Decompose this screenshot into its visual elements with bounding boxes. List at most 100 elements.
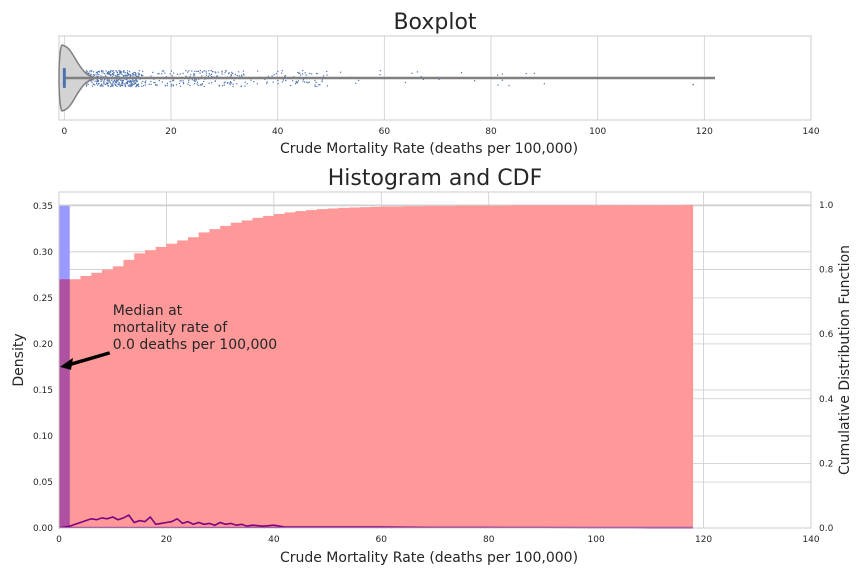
boxplot-point <box>308 81 310 83</box>
boxplot-point <box>135 74 137 76</box>
boxplot-point <box>116 71 118 73</box>
boxplot-point <box>109 74 111 76</box>
boxplot-point <box>242 73 244 75</box>
boxplot-point <box>302 78 305 81</box>
boxplot-point <box>115 84 117 87</box>
boxplot-point <box>110 70 112 72</box>
boxplot-point <box>136 75 139 78</box>
boxplot-point <box>172 80 174 82</box>
median-arrow-head <box>60 357 73 370</box>
boxplot-point <box>118 79 120 81</box>
boxplot-point <box>221 85 224 87</box>
boxplot-point <box>127 70 129 72</box>
cdf-bar <box>338 207 350 529</box>
boxplot-point <box>104 78 106 80</box>
boxplot-point <box>128 84 130 86</box>
histogram-x-tick-label: 40 <box>268 535 280 545</box>
boxplot-point <box>96 81 98 83</box>
boxplot-point <box>199 72 201 74</box>
boxplot-point <box>105 83 107 86</box>
boxplot-point <box>225 70 227 72</box>
boxplot-point <box>250 79 252 81</box>
boxplot-point <box>124 75 126 77</box>
boxplot-point <box>203 80 205 83</box>
boxplot-point <box>543 83 545 85</box>
boxplot-point <box>120 79 122 81</box>
boxplot-point <box>290 84 292 87</box>
boxplot-point <box>358 79 360 82</box>
boxplot-point <box>189 84 191 87</box>
boxplot-point <box>135 85 137 88</box>
boxplot-point <box>107 83 109 85</box>
boxplot-point <box>127 72 129 75</box>
boxplot-point <box>134 82 136 84</box>
boxplot-point <box>318 84 320 86</box>
boxplot-point <box>90 80 92 82</box>
boxplot-point <box>116 75 119 77</box>
boxplot-point <box>193 83 196 85</box>
boxplot-point <box>379 70 381 72</box>
boxplot-point <box>118 81 120 84</box>
boxplot-point <box>339 71 342 73</box>
cdf-bar <box>456 205 468 529</box>
boxplot-point <box>101 84 103 87</box>
boxplot-point <box>404 81 407 84</box>
histogram-x-tick-label: 140 <box>802 535 819 545</box>
boxplot-point <box>116 79 118 81</box>
cdf-y-tick-label: 0.6 <box>819 330 834 340</box>
boxplot-point <box>100 85 102 87</box>
boxplot-point <box>98 70 100 72</box>
boxplot-point <box>91 85 94 87</box>
boxplot-point <box>126 80 129 82</box>
cdf-bar <box>263 215 275 528</box>
boxplot-point <box>108 71 110 73</box>
boxplot-point <box>112 70 114 72</box>
boxplot-point <box>188 70 190 72</box>
cdf-bar <box>144 250 156 528</box>
boxplot-x-axis-label: Crude Mortality Rate (deaths per 100,000… <box>280 141 578 157</box>
boxplot-point <box>155 83 157 86</box>
boxplot-point <box>326 70 328 73</box>
boxplot-point <box>124 74 126 76</box>
cdf-bar <box>574 205 586 528</box>
boxplot-point <box>120 72 122 74</box>
boxplot-point <box>90 73 92 75</box>
boxplot-point <box>152 71 154 74</box>
cdf-bar <box>510 205 522 528</box>
histogram-y-tick-label: 0.25 <box>33 294 53 304</box>
boxplot-point <box>178 82 181 85</box>
boxplot-point <box>93 74 96 76</box>
boxplot-point <box>180 80 182 82</box>
boxplot-point <box>164 72 166 74</box>
boxplot-point <box>95 73 97 75</box>
boxplot-point <box>115 70 117 72</box>
boxplot-point <box>103 80 105 82</box>
boxplot-point <box>157 73 159 75</box>
cdf-y-tick-label: 0.0 <box>819 524 834 534</box>
boxplot-point <box>101 83 103 86</box>
boxplot-point <box>218 84 220 86</box>
boxplot-point <box>135 85 138 87</box>
boxplot-point <box>118 84 120 86</box>
boxplot-point <box>508 84 510 87</box>
boxplot-point <box>112 85 114 87</box>
cdf-bar <box>413 206 425 528</box>
boxplot-point <box>112 84 114 86</box>
boxplot-point <box>221 73 223 75</box>
cdf-y-tick-label: 0.2 <box>819 459 833 469</box>
boxplot-point <box>309 72 311 75</box>
boxplot-point <box>316 85 318 88</box>
boxplot-point <box>99 85 101 87</box>
boxplot-point <box>150 75 152 77</box>
boxplot-point <box>501 79 503 81</box>
boxplot-point <box>94 84 96 86</box>
boxplot-point <box>209 74 211 76</box>
boxplot-point <box>201 75 203 77</box>
boxplot-point <box>214 80 216 82</box>
boxplot-point <box>97 80 99 82</box>
boxplot-point <box>129 74 132 76</box>
boxplot-point <box>128 71 131 73</box>
cdf-bar <box>402 206 414 528</box>
boxplot-point <box>161 70 163 72</box>
boxplot-point <box>130 81 133 83</box>
